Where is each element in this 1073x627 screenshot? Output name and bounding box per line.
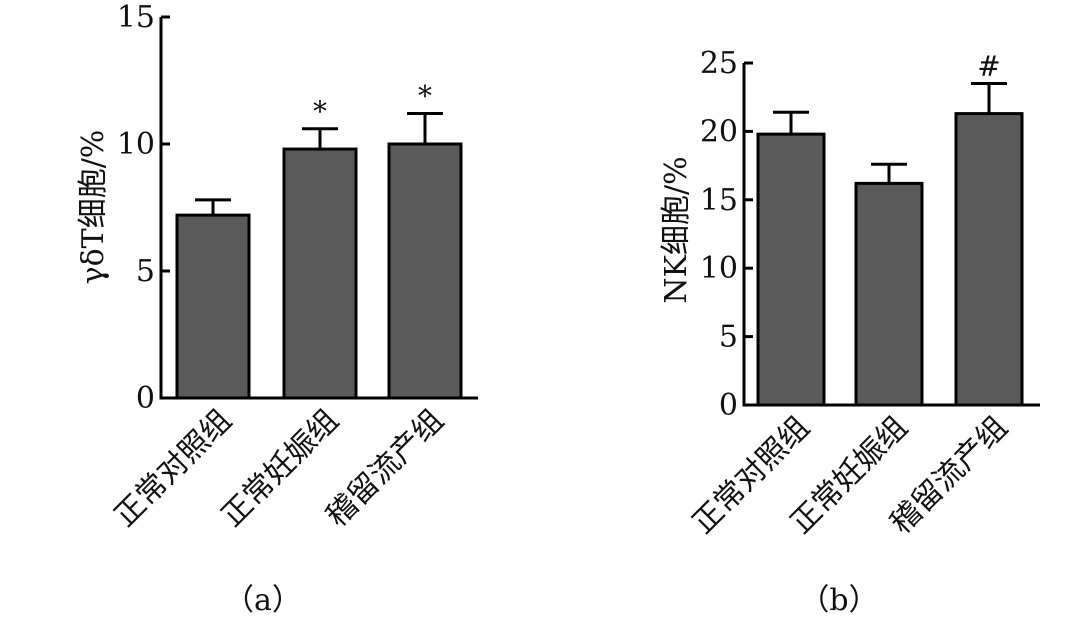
- significance-mark: *: [313, 95, 327, 128]
- significance-mark: #: [977, 50, 1000, 83]
- y-tick-label: 0: [719, 388, 738, 423]
- significance-mark: *: [418, 80, 432, 113]
- y-tick-label: 20: [700, 114, 738, 149]
- bar: [756, 132, 826, 407]
- y-tick-label: 15: [117, 0, 155, 35]
- y-axis-label: γδT细胞/%: [76, 130, 111, 285]
- bar: [854, 181, 924, 407]
- y-tick-label: 5: [719, 320, 738, 355]
- bar: [387, 142, 463, 400]
- panel-label-a: （a）: [224, 583, 302, 618]
- panel-label-b: （b）: [799, 583, 878, 618]
- y-tick-label: 10: [700, 251, 738, 286]
- y-tick-label: 15: [700, 183, 738, 218]
- y-tick-label: 0: [136, 381, 155, 416]
- y-tick-label: 5: [136, 254, 155, 289]
- bar: [954, 112, 1024, 407]
- y-tick-label: 10: [117, 127, 155, 162]
- bar: [282, 147, 358, 400]
- y-axis-label: NK细胞/%: [659, 156, 694, 303]
- bar: [175, 213, 251, 400]
- y-tick-label: 25: [700, 46, 738, 81]
